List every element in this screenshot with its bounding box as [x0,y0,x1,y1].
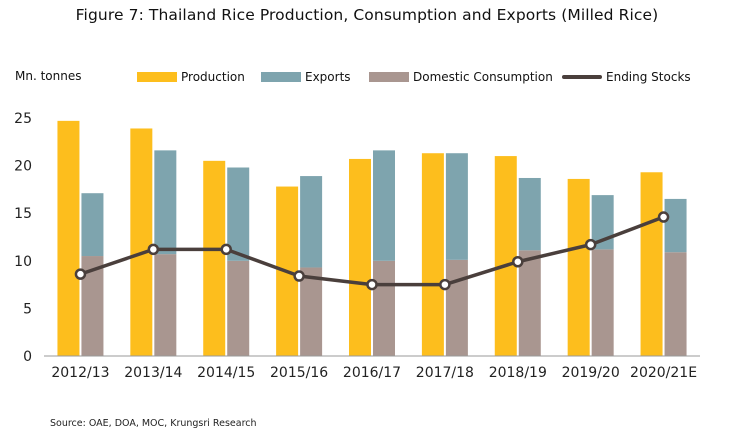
x-tick-label: 2012/13 [51,365,109,381]
source-note: Source: OAE, DOA, MOC, Krungsri Research [50,418,257,429]
y-tick-label: 0 [23,349,32,365]
point-ending-stocks [439,278,451,291]
x-tick-label: 2019/20 [562,365,620,381]
legend-item-ending-stocks: Ending Stocks [562,67,691,87]
legend-label-exports: Exports [305,70,351,84]
bar-exports [445,153,468,260]
point-ending-stocks [584,238,597,251]
bar-domestic-consumption [664,252,687,356]
bar-production [567,178,590,356]
legend-swatch-production [137,72,177,82]
legend-item-domestic: Domestic Consumption [369,67,553,87]
bar-exports [373,150,395,261]
bar-production [494,156,517,356]
x-tick-label: 2017/18 [416,365,474,381]
bar-domestic-consumption [154,254,177,356]
legend-label-ending-stocks: Ending Stocks [606,70,691,84]
point-ending-stocks [293,270,305,282]
bar-domestic-consumption [373,260,395,356]
bar-production [203,160,226,356]
bar-exports [154,150,177,255]
y-tick-label: 15 [14,206,32,222]
bar-exports [300,176,323,268]
bar-exports [227,167,250,261]
point-ending-stocks [366,278,378,291]
bar-exports [81,193,104,257]
bar-domestic-consumption [300,267,323,356]
x-tick-label: 2013/14 [124,365,182,381]
x-tick-label: 2015/16 [270,365,328,381]
bar-domestic-consumption [227,260,250,356]
y-tick-label: 10 [14,254,32,270]
point-ending-stocks [147,243,160,256]
y-axis-title: Mn. tonnes [15,69,82,83]
bar-production [130,128,153,356]
chart-title: Figure 7: Thailand Rice Production, Cons… [75,6,659,24]
bar-domestic-consumption [445,259,468,356]
x-tick-label: 2020/21E [630,365,697,381]
bar-domestic-consumption [518,250,541,356]
bar-domestic-consumption [81,256,104,356]
bar-production [57,120,80,356]
bar-domestic-consumption [591,249,614,356]
legend-item-exports: Exports [261,67,351,87]
x-tick-label: 2016/17 [343,365,401,381]
x-tick-label: 2014/15 [197,365,255,381]
legend-swatch-exports [261,72,301,82]
x-tick-label: 2018/19 [489,365,547,381]
bar-exports [591,195,614,250]
y-tick-label: 20 [14,159,32,175]
bar-production [349,158,371,356]
y-tick-label: 25 [14,111,32,127]
point-ending-stocks [74,268,87,280]
bar-production [421,153,444,356]
legend-item-production: Production [137,67,245,87]
legend-swatch-ending-stocks [562,75,602,79]
bar-exports [518,177,541,251]
point-ending-stocks [512,256,524,268]
legend-label-domestic: Domestic Consumption [413,70,553,84]
point-ending-stocks [657,211,670,223]
legend-swatch-domestic [369,72,409,82]
legend-label-production: Production [181,70,245,84]
y-tick-label: 5 [23,301,32,317]
bar-exports [664,198,687,253]
bar-production [640,172,663,356]
point-ending-stocks [220,243,232,256]
